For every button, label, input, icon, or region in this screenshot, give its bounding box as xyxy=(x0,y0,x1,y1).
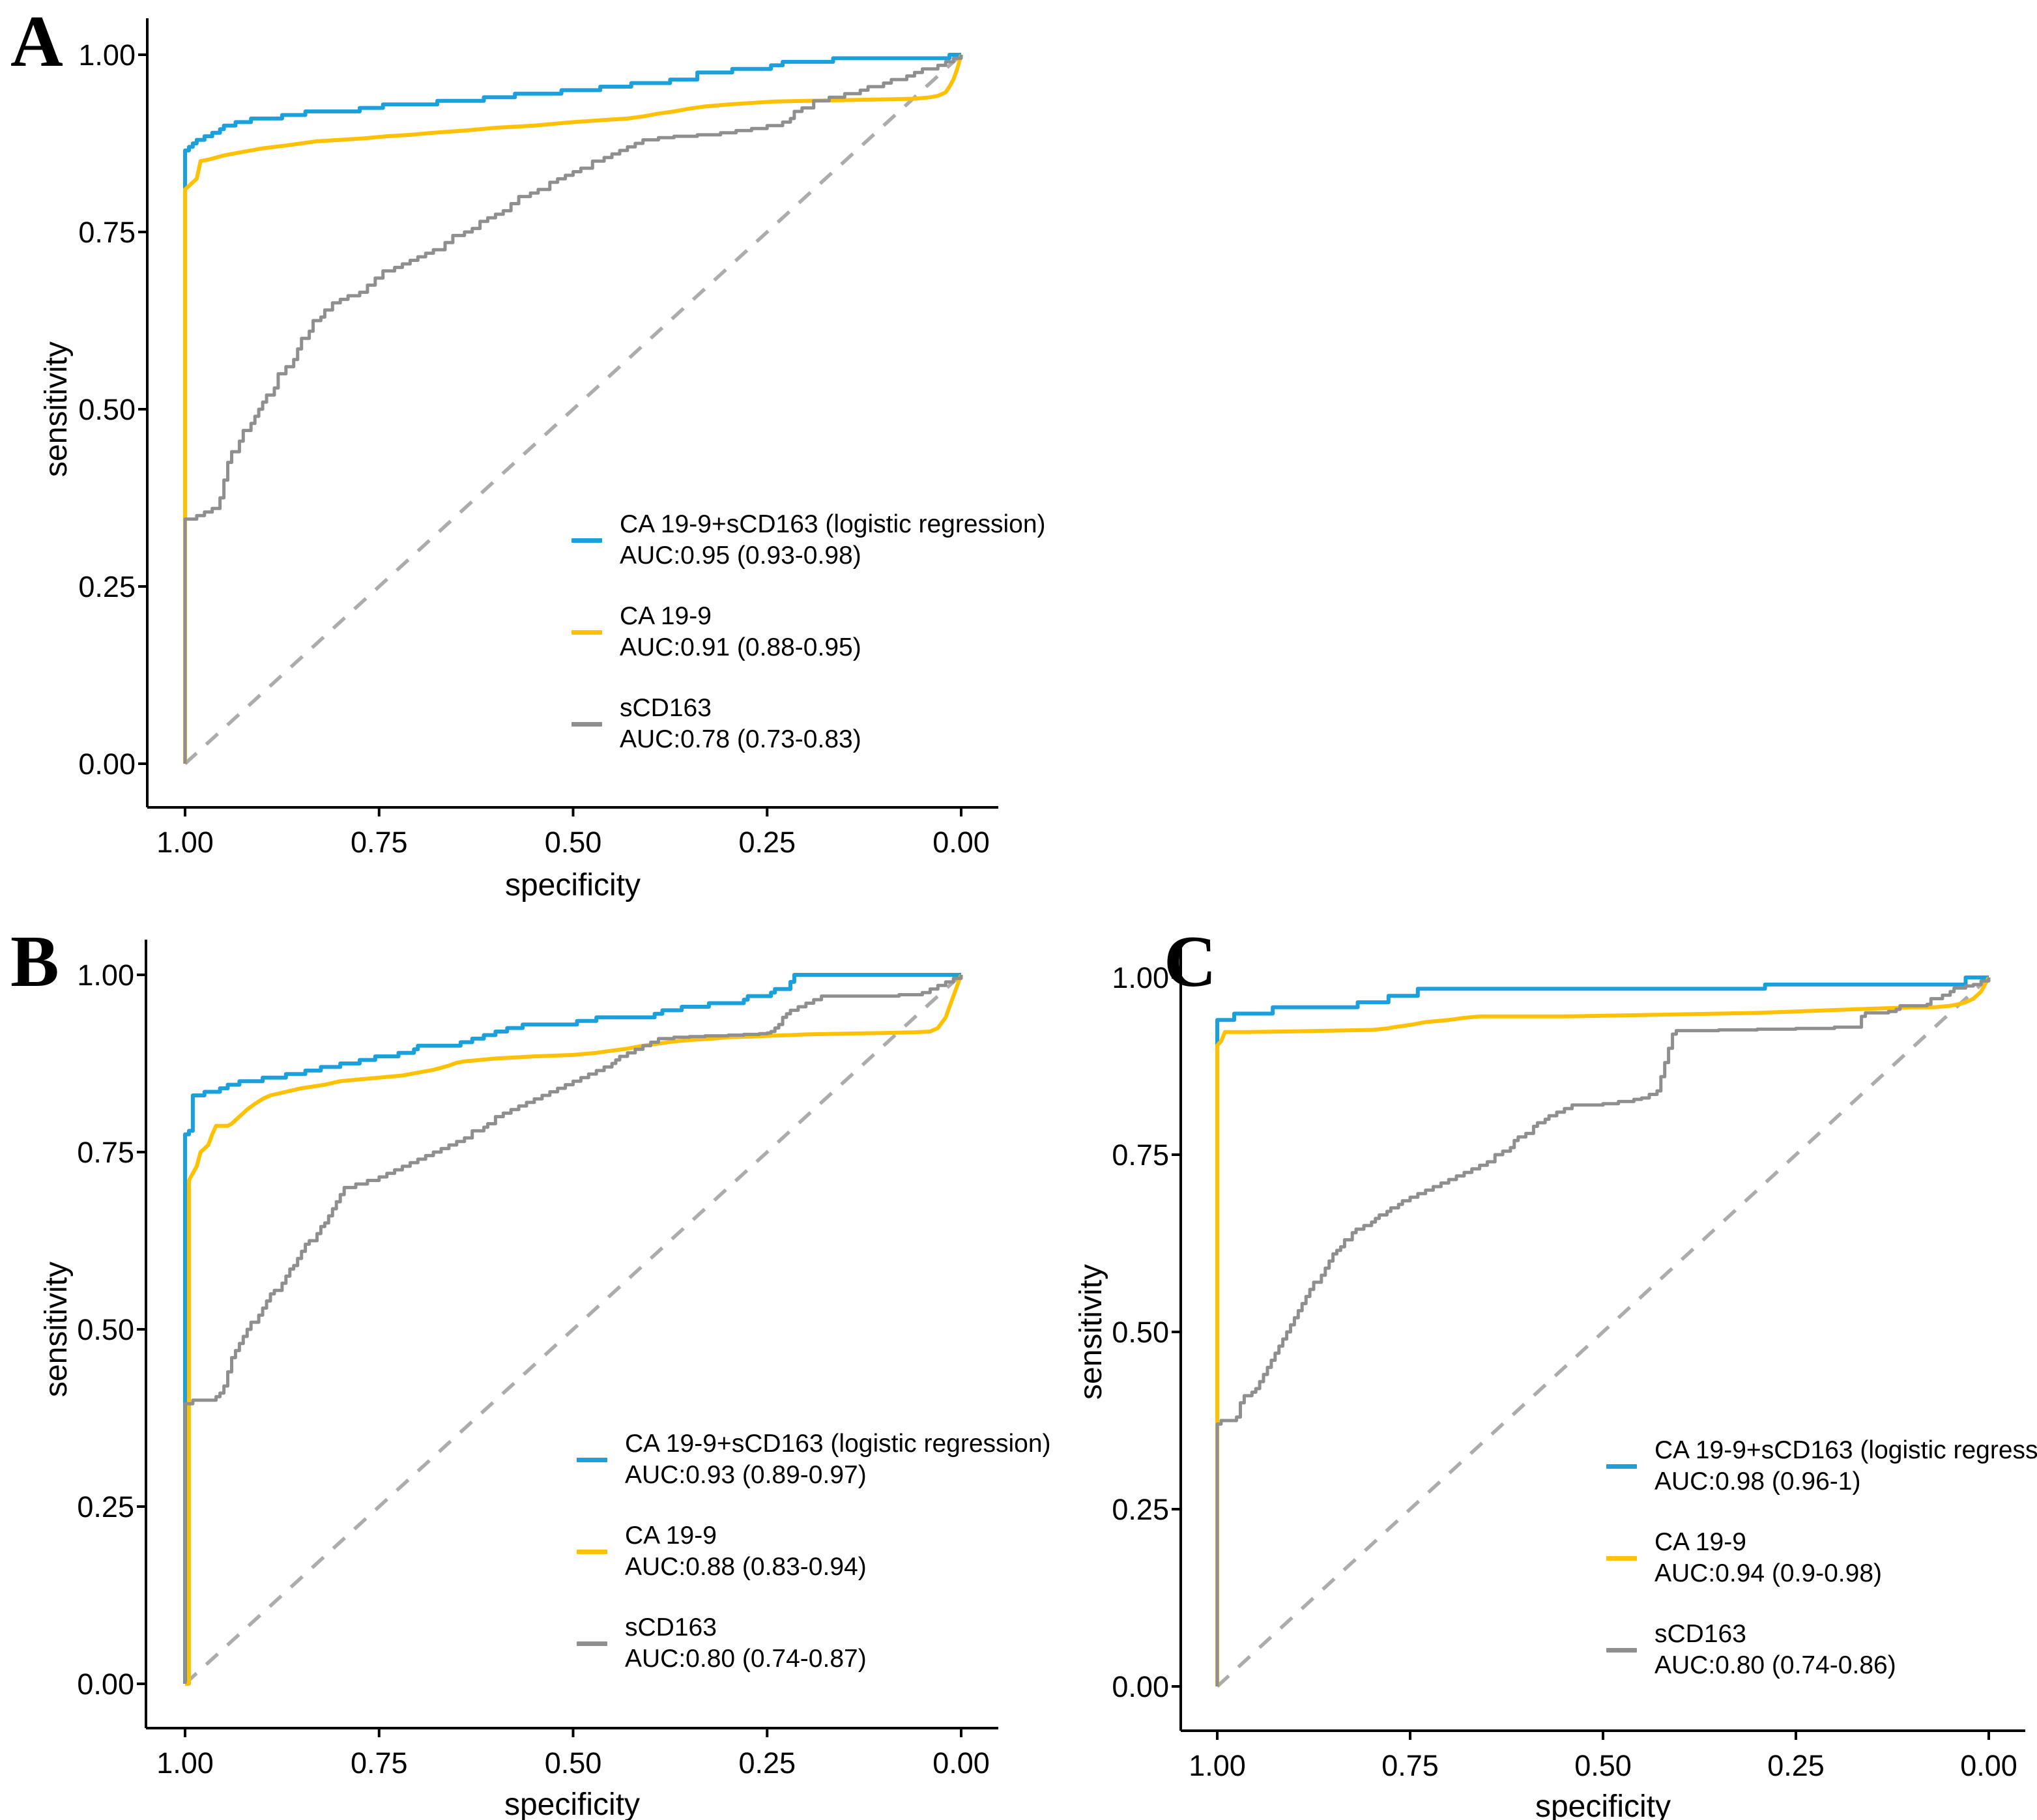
legend-line-swatch-blue xyxy=(1606,1464,1637,1469)
legend-series-name: CA 19-9 xyxy=(625,1522,717,1550)
legend-line-swatch-yellow xyxy=(577,1549,607,1554)
legend-series-auc: AUC:0.94 (0.9-0.98) xyxy=(1654,1559,1883,1587)
legend-item-combined: CA 19-9+sCD163 (logistic regression) AUC… xyxy=(577,1428,1051,1491)
x-tick-label: 0.25 xyxy=(1767,1749,1825,1782)
legend-series-auc: AUC:0.80 (0.74-0.86) xyxy=(1654,1651,1896,1679)
y-tick-label: 0.25 xyxy=(77,1490,134,1524)
y-tick-label: 0.00 xyxy=(78,747,136,781)
x-tick-label: 0.75 xyxy=(351,826,408,859)
y-tick-label: 1.00 xyxy=(77,959,134,992)
chance-diagonal-line xyxy=(184,973,962,1686)
y-axis-title: sensitivity xyxy=(39,341,74,477)
legend-line-swatch-gray xyxy=(571,721,602,727)
legend-item-scd163: sCD163 AUC:0.80 (0.74-0.86) xyxy=(1606,1619,1896,1681)
chance-diagonal-line xyxy=(184,53,962,766)
roc-panel-A: 0.00 0.25 0.50 0.75 1.00 1.00 0.75 0.50 0.25 0.00… xyxy=(39,18,998,903)
x-tick-label: 1.00 xyxy=(156,1746,214,1780)
x-tick-label: 0.75 xyxy=(351,1746,408,1780)
x-tick-label: 0.50 xyxy=(1574,1749,1632,1782)
y-tick-label: 0.00 xyxy=(1112,1670,1169,1703)
panel-label-c: C xyxy=(1164,921,1217,1002)
x-tick-label: 0.25 xyxy=(738,1746,796,1780)
panel-label-b: B xyxy=(10,921,59,1002)
legend-item-scd163: sCD163 AUC:0.80 (0.74-0.87) xyxy=(577,1612,867,1675)
y-tick-label: 0.50 xyxy=(78,393,136,426)
x-tick-label: 0.00 xyxy=(932,826,990,859)
x-tick-label: 1.00 xyxy=(156,826,214,859)
roc-curve-ca-19-9 xyxy=(183,54,963,764)
legend-item-ca19-9: CA 19-9 AUC:0.94 (0.9-0.98) xyxy=(1606,1527,1882,1589)
y-tick-label: 0.50 xyxy=(77,1313,134,1346)
legend-series-auc: AUC:0.91 (0.88-0.95) xyxy=(620,633,861,661)
legend-item-scd163: sCD163 AUC:0.78 (0.73-0.83) xyxy=(571,693,861,755)
y-tick-label: 0.00 xyxy=(77,1668,134,1701)
legend-series-name: CA 19-9 xyxy=(620,602,712,630)
legend-line-swatch-yellow xyxy=(571,629,602,635)
legend-item-combined: CA 19-9+sCD163 (logistic regression) AUC… xyxy=(1606,1435,2037,1497)
y-tick-label: 0.25 xyxy=(1112,1493,1169,1526)
x-tick-label: 0.00 xyxy=(932,1746,990,1780)
y-tick-label: 0.75 xyxy=(78,216,136,249)
legend-series-auc: AUC:0.95 (0.93-0.98) xyxy=(620,542,861,570)
roc-panel-C: 0.00 0.25 0.50 0.75 1.00 1.00 0.75 0.50 0.25 0.00… xyxy=(1074,942,2025,1820)
legend-line-swatch-gray xyxy=(1606,1647,1637,1653)
x-axis-title: specificity xyxy=(1535,1789,1671,1820)
y-tick-label: 0.75 xyxy=(77,1136,134,1169)
x-tick-label: 0.50 xyxy=(545,826,602,859)
legend-series-auc: AUC:0.78 (0.73-0.83) xyxy=(620,725,861,753)
legend-series-name: sCD163 xyxy=(1654,1620,1746,1648)
x-tick-label: 0.75 xyxy=(1381,1749,1439,1782)
legend-series-auc: AUC:0.98 (0.96-1) xyxy=(1654,1467,1861,1495)
legend-series-name: CA 19-9+sCD163 (logistic regression) xyxy=(625,1430,1051,1458)
legend-line-swatch-blue xyxy=(571,538,602,543)
legend-item-ca19-9: CA 19-9 AUC:0.91 (0.88-0.95) xyxy=(571,601,861,663)
roc-curve-ca-19-9-scd163-logistic-regression xyxy=(183,973,961,1684)
y-axis-title: sensitivity xyxy=(1074,1264,1108,1400)
legend-series-name: CA 19-9+sCD163 (logistic regression) xyxy=(1654,1436,2037,1464)
x-tick-label: 0.25 xyxy=(738,826,796,859)
x-axis-title: specificity xyxy=(504,1787,640,1820)
legend-line-swatch-yellow xyxy=(1606,1555,1637,1561)
panel-label-a: A xyxy=(10,1,63,82)
roc-curve-ca-19-9-scd163-logistic-regression xyxy=(183,53,961,764)
legend-item-ca19-9: CA 19-9 AUC:0.88 (0.83-0.94) xyxy=(577,1520,867,1583)
roc-curve-scd163 xyxy=(1215,977,1991,1686)
x-axis-title: specificity xyxy=(505,868,641,903)
x-tick-label: 0.50 xyxy=(545,1746,602,1780)
y-axis-title: sensitivity xyxy=(39,1262,74,1397)
y-tick-label: 1.00 xyxy=(1112,961,1169,994)
y-tick-label: 0.25 xyxy=(78,570,136,603)
legend-series-name: CA 19-9+sCD163 (logistic regression) xyxy=(620,510,1046,538)
legend-line-swatch-blue xyxy=(577,1457,607,1462)
legend-series-auc: AUC:0.88 (0.83-0.94) xyxy=(625,1553,867,1581)
x-tick-label: 1.00 xyxy=(1189,1749,1246,1782)
roc-curve-ca-19-9 xyxy=(1215,976,1991,1686)
legend-series-name: CA 19-9 xyxy=(1654,1528,1746,1556)
roc-curve-ca-19-9-scd163-logistic-regression xyxy=(1215,975,1989,1686)
roc-curve-scd163 xyxy=(183,55,963,764)
legend-series-name: sCD163 xyxy=(625,1613,717,1641)
x-tick-label: 0.00 xyxy=(1960,1749,2017,1782)
legend-series-auc: AUC:0.93 (0.89-0.97) xyxy=(625,1461,867,1489)
legend-item-combined: CA 19-9+sCD163 (logistic regression) AUC… xyxy=(571,509,1046,571)
legend-series-auc: AUC:0.80 (0.74-0.87) xyxy=(625,1645,867,1673)
y-tick-label: 0.75 xyxy=(1112,1138,1169,1172)
roc-panel-B: 0.00 0.25 0.50 0.75 1.00 1.00 0.75 0.50 0.25 0.00… xyxy=(39,940,998,1820)
roc-curve-scd163 xyxy=(183,975,963,1684)
legend-line-swatch-gray xyxy=(577,1641,607,1646)
legend-series-name: sCD163 xyxy=(620,694,712,722)
y-tick-label: 0.50 xyxy=(1112,1316,1169,1349)
chance-diagonal-line xyxy=(1216,975,1990,1688)
roc-curve-ca-19-9 xyxy=(185,974,963,1686)
y-tick-label: 1.00 xyxy=(78,38,136,72)
